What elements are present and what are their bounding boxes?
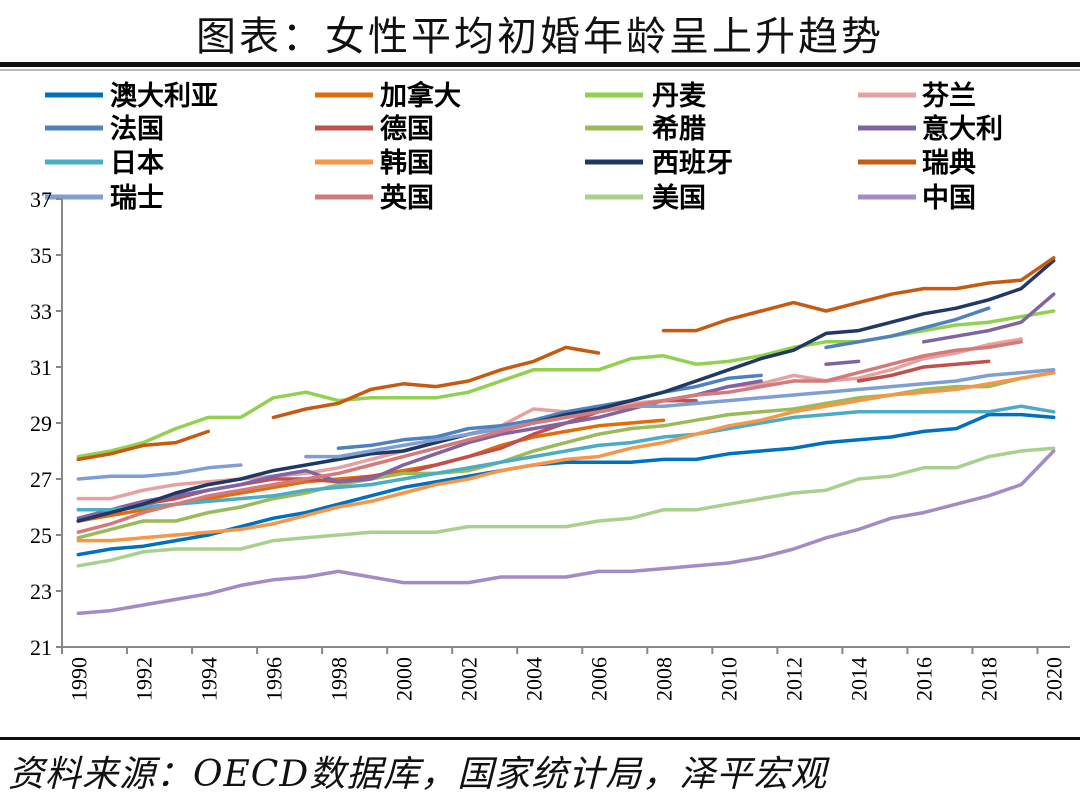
series-line-意大利 [76,292,1056,520]
y-tick-label: 27 [30,467,52,492]
series-line-瑞士 [76,368,1056,481]
x-tick-label: 2014 [847,657,872,701]
x-tick-label: 2016 [912,657,937,701]
legend-item: 韩国 [315,148,434,179]
legend-label: 丹麦 [652,81,707,112]
legend-item: 丹麦 [585,81,707,112]
y-tick-label: 31 [30,355,52,380]
x-tick-label: 1998 [326,657,351,701]
series-line-中国 [76,449,1056,616]
legend-label: 法国 [110,114,164,145]
top-divider-thin [0,69,1080,71]
y-tick-label: 25 [30,523,52,548]
x-tick-label: 1990 [66,657,91,701]
legend-label: 韩国 [380,148,434,179]
legend-item: 英国 [315,183,434,214]
y-tick-label: 33 [30,299,52,324]
series-line-西班牙 [76,258,1056,523]
y-tick-label: 23 [30,579,52,604]
legend-label: 芬兰 [922,81,976,112]
x-tick-label: 2006 [587,657,612,701]
x-tick-label: 2018 [977,657,1002,701]
bottom-divider [0,737,1080,740]
legend-label: 西班牙 [652,148,733,179]
series-line-日本 [76,404,1056,512]
series-line-美国 [76,446,1056,568]
legend-item: 瑞士 [45,183,164,214]
axes: 21 23 25 27 29 31 33 35 37 1990 1992 1994 1996 1998 20… [30,187,1070,701]
legend-item: 美国 [585,182,706,214]
legend-item: 希腊 [585,114,706,145]
x-tick-label: 2008 [652,657,677,701]
legend-item: 法国 [45,114,164,145]
legend-label: 希腊 [652,114,706,145]
legend-item: 加拿大 [315,80,461,112]
chart-title: 图表：女性平均初婚年龄呈上升趋势 [196,14,884,60]
series-line-瑞典 [76,256,1056,462]
legend-item: 德国 [315,114,434,145]
legend-label: 瑞士 [110,183,164,214]
series-line-希腊 [76,370,1056,540]
legend-label: 美国 [652,182,706,214]
top-divider [0,62,1080,67]
x-tick-label: 1996 [261,657,286,701]
legend-label: 日本 [110,148,164,179]
series-lines [76,256,1056,616]
y-tick-label: 29 [30,411,52,436]
series-line-法国 [336,306,991,450]
x-tick-label: 1992 [131,657,156,701]
x-tick-label: 2012 [782,657,807,701]
series-line-韩国 [76,370,1056,543]
x-tick-label: 2020 [1042,657,1067,701]
x-tick-label: 1994 [196,657,221,701]
legend-label: 瑞典 [922,148,976,179]
y-tick-label: 37 [30,187,52,212]
y-tick-label: 35 [30,243,52,268]
legend-label: 澳大利亚 [110,81,218,112]
legend-label: 德国 [380,114,434,145]
legend-label: 中国 [922,183,976,214]
y-tick-label: 21 [30,635,52,660]
x-tick-label: 2010 [717,657,742,701]
legend-item: 中国 [858,183,976,214]
legend-item: 芬兰 [858,81,976,112]
legend-label: 意大利 [922,113,1003,145]
series-line-英国 [76,340,1023,534]
legend-item: 西班牙 [585,148,733,179]
legend-label: 英国 [380,183,434,214]
x-tick-label: 2004 [521,657,546,701]
x-tick-label: 2002 [456,657,481,701]
x-tick-label: 2000 [391,657,416,701]
legend-item: 澳大利亚 [45,81,218,112]
series-line-澳大利亚 [76,412,1056,557]
legend-item: 瑞典 [858,148,976,179]
legend-item: 意大利 [858,113,1003,145]
source-note: 资料来源：OECD数据库，国家统计局，泽平宏观 [8,754,828,795]
legend-item: 日本 [45,148,164,179]
legend-label: 加拿大 [380,80,461,112]
